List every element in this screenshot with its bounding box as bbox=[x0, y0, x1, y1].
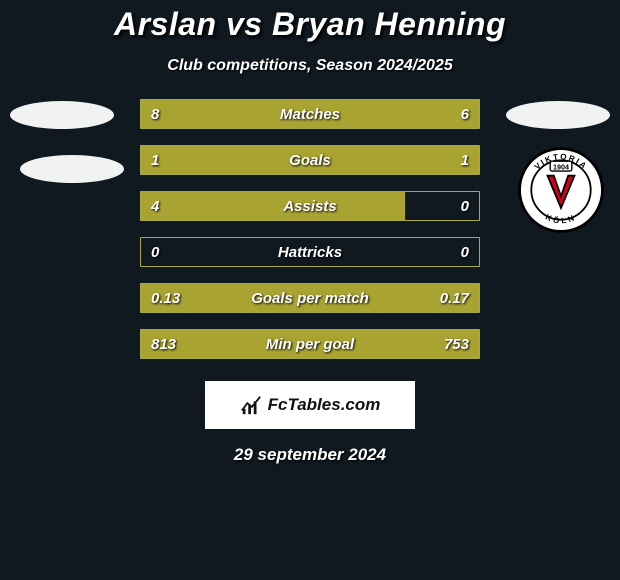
stat-row: 11Goals bbox=[140, 145, 480, 175]
brand-text: FcTables.com bbox=[268, 395, 381, 415]
stat-row: 86Matches bbox=[140, 99, 480, 129]
stat-bar-left bbox=[141, 284, 286, 312]
brand-box: FcTables.com bbox=[205, 381, 415, 429]
stat-value-left: 0 bbox=[141, 238, 169, 266]
stat-bar-right bbox=[334, 100, 479, 128]
comparison-container: Arslan vs Bryan Henning Club competition… bbox=[0, 0, 620, 580]
stat-bar-left bbox=[141, 100, 334, 128]
page-title: Arslan vs Bryan Henning bbox=[0, 6, 620, 43]
brand-stats-icon bbox=[240, 394, 262, 416]
page-subtitle: Club competitions, Season 2024/2025 bbox=[0, 57, 620, 75]
footer-date: 29 september 2024 bbox=[0, 445, 620, 465]
player-left-photo-placeholder bbox=[10, 101, 114, 129]
stat-bar-left bbox=[141, 146, 310, 174]
stat-bar-right bbox=[286, 284, 479, 312]
stat-bar-left bbox=[141, 330, 317, 358]
stat-row: 813753Min per goal bbox=[140, 329, 480, 359]
stat-row: 0.130.17Goals per match bbox=[140, 283, 480, 313]
stat-row: 0 0Hattricks bbox=[140, 237, 480, 267]
stat-bar-right bbox=[310, 146, 479, 174]
badge-year: 1904 bbox=[553, 162, 569, 171]
stat-value-right: 0 bbox=[451, 238, 479, 266]
stat-row: 40Assists bbox=[140, 191, 480, 221]
player-left-club-placeholder bbox=[20, 155, 124, 183]
player-right-photo-placeholder bbox=[506, 101, 610, 129]
club-badge-viktoria-koln: 1904 VIKTORIA KÖLN bbox=[516, 145, 606, 235]
stat-bar-right bbox=[317, 330, 479, 358]
stat-rows: 86Matches11Goals40Assists00Hattricks0.13… bbox=[140, 99, 480, 375]
stat-bar-left bbox=[141, 192, 405, 220]
stats-block: 1904 VIKTORIA KÖLN 86Matches 11Goals 40Ass… bbox=[0, 101, 620, 371]
stat-value-right: 0 bbox=[451, 192, 479, 220]
stat-label: Hattricks bbox=[141, 238, 479, 266]
